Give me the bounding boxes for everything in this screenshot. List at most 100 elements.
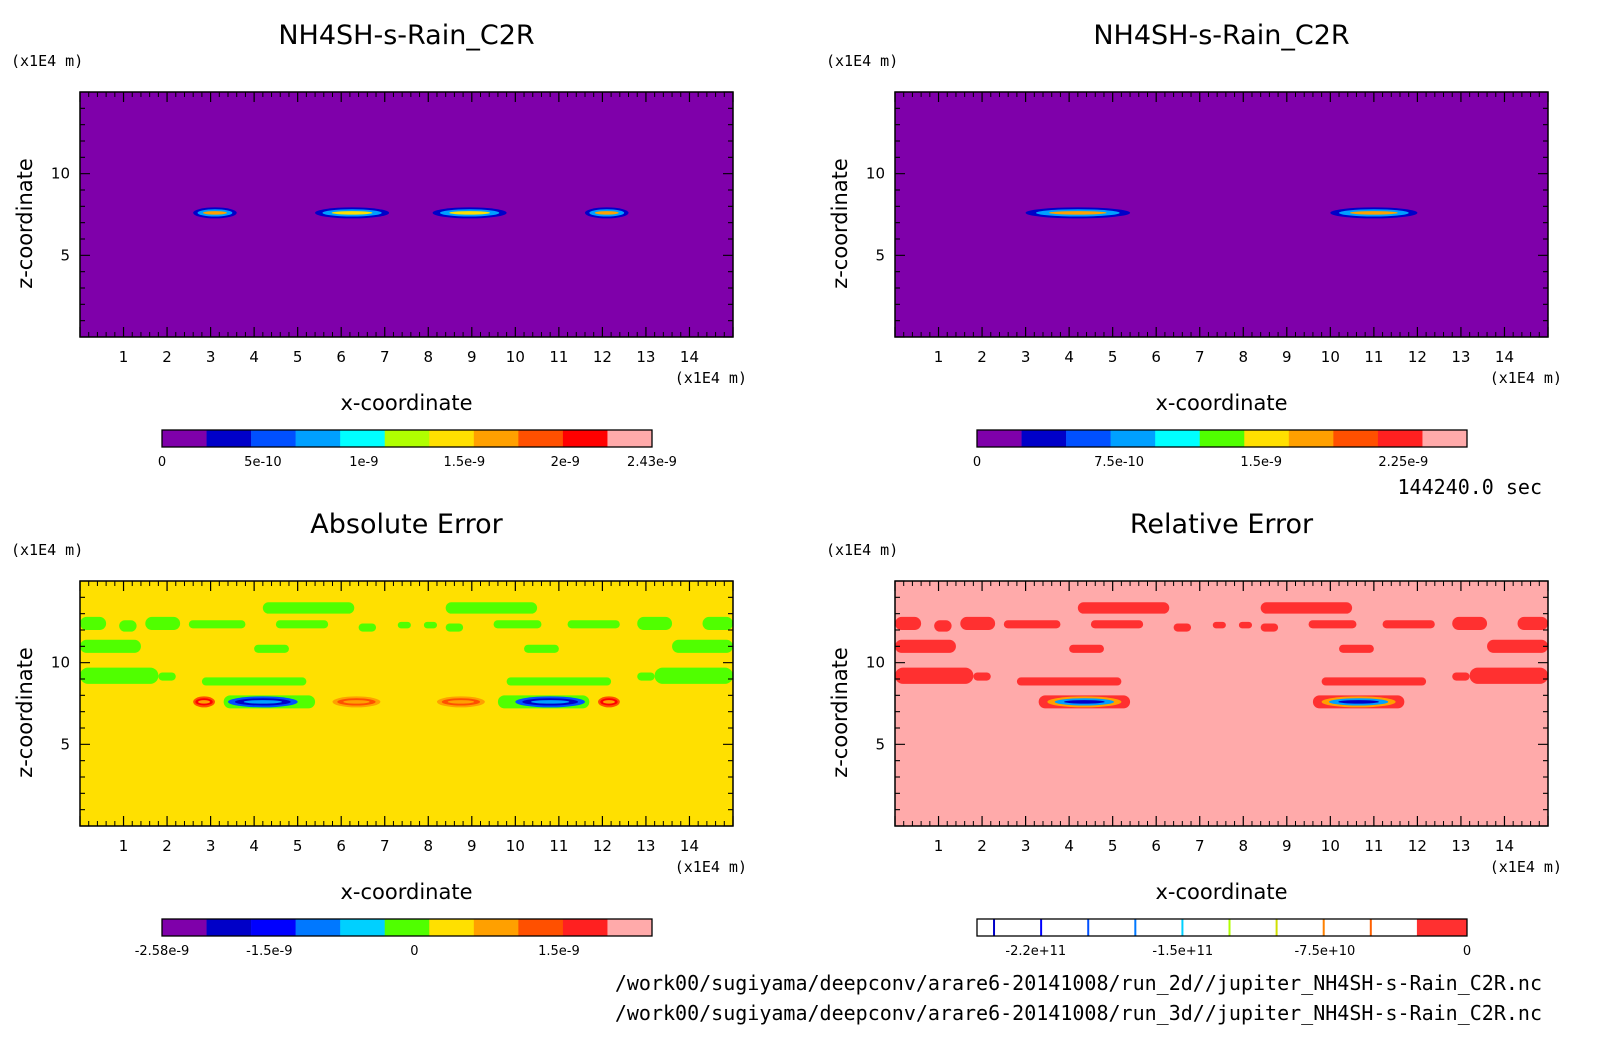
colorbar-swatch [1155,430,1201,447]
feature-band [202,211,227,215]
colorbar-swatch [1136,919,1182,936]
colorbar-label: 0 [158,455,166,470]
contour-region [672,639,733,653]
x-tick-label: 13 [636,348,655,366]
contour-region [895,639,956,653]
colorbar: -2.2e+11 -1.5e+11 -7.5e+10 0 [976,918,1471,959]
colorbar-label: 1.5e-9 [1240,455,1282,470]
x-axis-label: x-coordinate [1155,880,1287,904]
y-unit-label: (x1E4 m) [11,541,83,559]
colorbar-frame [976,429,1468,448]
data-feature [228,696,298,708]
colorbar-label: 1.5e-9 [444,455,486,470]
x-tick-label: 3 [1021,837,1031,855]
x-tick-label: 4 [249,837,259,855]
contour-region [1260,602,1353,614]
contour-region [567,620,620,629]
contour-region [1339,644,1374,653]
colorbar-swatch [1134,919,1137,936]
data-feature [598,696,620,708]
colorbar-swatch [1422,430,1468,447]
x-tick-label: 7 [380,348,390,366]
y-tick-label: 10 [51,654,70,672]
contour-region [1212,621,1226,629]
x-unit-label: (x1E4 m) [1490,369,1562,387]
data-feature [332,696,381,708]
colorbar-swatch [384,430,430,447]
x-tick-label: 1 [934,837,944,855]
x-tick-label: 1 [934,348,944,366]
contour-region [201,677,307,686]
colorbar-frame [976,918,1468,937]
data-feature [1330,207,1418,219]
chart-title: NH4SH-s-Rain_C2R [278,20,534,51]
colorbar-swatch [1040,919,1043,936]
x-tick-label: 13 [1451,837,1470,855]
x-tick-label: 7 [1195,837,1205,855]
contour-region [1003,620,1061,629]
colorbar-swatch [1042,919,1088,936]
contour-region [445,602,538,614]
colorbar-swatch [162,919,207,936]
colorbar-swatch [607,430,653,447]
contour-region [637,672,655,681]
colorbar-label: -7.5e+10 [1294,944,1355,959]
contour-region [1517,616,1548,630]
x-tick-label: 10 [1321,348,1340,366]
y-unit-label: (x1E4 m) [11,52,83,70]
colorbar-swatch [995,919,1041,936]
chart-panel-4: Relative Error(x1E4 m)(x1E4 m)1 2 3 4 5 6 7 8 9 1… [826,509,1562,959]
y-tick-label: 5 [875,735,885,753]
x-tick-label: 8 [1238,837,1248,855]
contour-region [1452,616,1488,630]
contour-region [423,621,437,629]
chart-title: Absolute Error [310,509,503,540]
feature-band [1338,700,1379,704]
colorbar-frame [161,918,653,937]
colorbar-swatch [1322,919,1326,936]
colorbar-swatch [1324,919,1371,936]
x-tick-label: 5 [293,837,303,855]
colorbar-swatch [473,430,519,447]
colorbar-swatch [1275,919,1278,936]
y-axis-label: z-coordinate [13,647,37,778]
x-tick-label: 8 [423,348,433,366]
colorbar-swatch [473,919,519,936]
chart-title: NH4SH-s-Rain_C2R [1093,20,1349,51]
feature-band [447,700,475,704]
contour-region [1487,639,1548,653]
data-feature [315,207,390,219]
chart-panel-2: NH4SH-s-Rain_C2R(x1E4 m)(x1E4 m)1 2 3 4 5 6 7 8… [826,20,1562,470]
x-tick-label: 13 [1451,348,1470,366]
colorbar-swatch [993,919,996,936]
colorbar-label: 1.5e-9 [538,944,580,959]
x-tick-label: 1 [119,837,129,855]
colorbar-label: -1.5e-9 [246,944,292,959]
x-axis-label: x-coordinate [340,880,472,904]
feature-band [1349,211,1398,215]
y-axis-label: z-coordinate [13,158,37,289]
x-tick-label: 8 [1238,348,1248,366]
y-tick-label: 5 [60,735,70,753]
y-tick-label: 10 [51,165,70,183]
colorbar-swatch [977,919,994,936]
x-tick-label: 3 [1021,348,1031,366]
plot-background [895,92,1548,337]
contour-region [895,616,922,630]
colorbar-swatch [1230,919,1276,936]
contour-region [1016,677,1122,686]
x-tick-label: 6 [1151,837,1161,855]
chart-title: Relative Error [1130,509,1314,540]
y-tick-label: 10 [866,654,885,672]
contour-region [145,616,181,630]
x-tick-label: 9 [1282,837,1292,855]
y-axis-label: z-coordinate [828,158,852,289]
colorbar-swatch [1087,919,1090,936]
colorbar-label: 2.25e-9 [1378,455,1428,470]
colorbar-swatch [1277,919,1324,936]
colorbar-swatch [562,919,608,936]
contour-region [445,623,464,632]
x-tick-label: 3 [206,348,216,366]
colorbar-swatch [1089,919,1135,936]
